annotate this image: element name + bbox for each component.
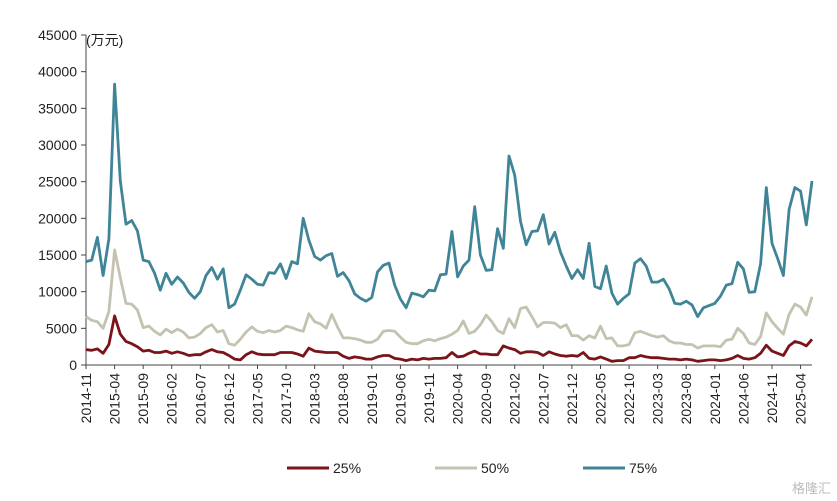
x-tick-label: 2016-12 [221, 373, 237, 425]
x-tick-label: 2024-01 [707, 373, 723, 425]
y-tick-label: 10000 [38, 284, 77, 300]
x-tick-label: 2019-01 [364, 373, 380, 425]
x-tick-label: 2016-07 [192, 373, 208, 425]
x-tick-label: 2020-09 [478, 373, 494, 425]
x-tick-label: 2023-03 [650, 373, 666, 425]
y-tick-label: 45000 [38, 27, 77, 43]
x-tick-label: 2024-11 [764, 373, 780, 424]
x-tick-label: 2022-10 [621, 373, 637, 425]
x-tick-label: 2018-03 [307, 373, 323, 425]
series-line-50pct [85, 248, 814, 350]
x-axis: 2014-11 2015-04 2015-09 2016-02 2016-07 2016-… [78, 364, 812, 425]
x-tick-label: 2017-05 [249, 373, 265, 425]
y-tick-label: 5000 [46, 320, 77, 336]
y-tick-label: 30000 [38, 137, 77, 153]
y-axis: 0 5000 10000 15000 20000 25000 30000 35000 40000… [38, 27, 87, 373]
legend-label-25pct: 25% [333, 460, 361, 476]
x-tick-label: 2019-06 [392, 373, 408, 425]
series-line-75pct [85, 82, 814, 319]
y-tick-label: 0 [69, 357, 77, 373]
x-tick-label: 2017-10 [278, 373, 294, 425]
legend-label-75pct: 75% [629, 460, 657, 476]
x-tick-label: 2022-05 [592, 373, 608, 425]
watermark-logo: 格隆汇 [791, 481, 831, 496]
series-line-25pct [85, 314, 814, 363]
y-unit-label: (万元) [86, 32, 123, 48]
x-tick-label: 2025-04 [793, 373, 809, 425]
x-tick-label: 2018-08 [335, 373, 351, 425]
x-tick-label: 2016-02 [164, 373, 180, 425]
x-tick-label: 2015-04 [107, 373, 123, 425]
y-tick-label: 15000 [38, 247, 77, 263]
x-tick-label: 2014-11 [78, 373, 94, 424]
x-tick-label: 2020-04 [450, 373, 466, 425]
x-tick-label: 2019-11 [421, 373, 437, 424]
y-tick-label: 40000 [38, 64, 77, 80]
legend: 25% 50% 75% [287, 460, 657, 476]
x-tick-label: 2024-06 [735, 373, 751, 425]
y-tick-label: 35000 [38, 100, 77, 116]
x-tick-label: 2015-09 [135, 373, 151, 425]
y-tick-label: 20000 [38, 210, 77, 226]
series-lines [85, 82, 814, 363]
x-tick-label: 2021-02 [507, 373, 523, 425]
y-tick-label: 25000 [38, 174, 77, 190]
x-tick-label: 2021-12 [564, 373, 580, 425]
x-tick-label: 2021-07 [535, 373, 551, 425]
x-tick-label: 2023-08 [678, 373, 694, 425]
legend-label-50pct: 50% [481, 460, 509, 476]
